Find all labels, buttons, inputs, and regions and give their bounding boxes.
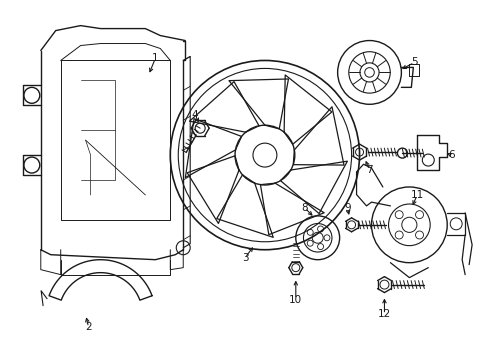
Text: 1: 1 (152, 54, 158, 63)
Text: 12: 12 (377, 310, 390, 319)
Text: 9: 9 (344, 203, 350, 213)
Text: 11: 11 (410, 190, 423, 200)
Text: 5: 5 (410, 58, 417, 67)
Text: 10: 10 (288, 294, 302, 305)
Text: 2: 2 (85, 323, 92, 332)
Text: 8: 8 (301, 203, 307, 213)
Text: 4: 4 (191, 110, 198, 120)
Text: 3: 3 (241, 253, 248, 263)
Text: 7: 7 (366, 165, 372, 175)
Text: 6: 6 (447, 150, 453, 160)
